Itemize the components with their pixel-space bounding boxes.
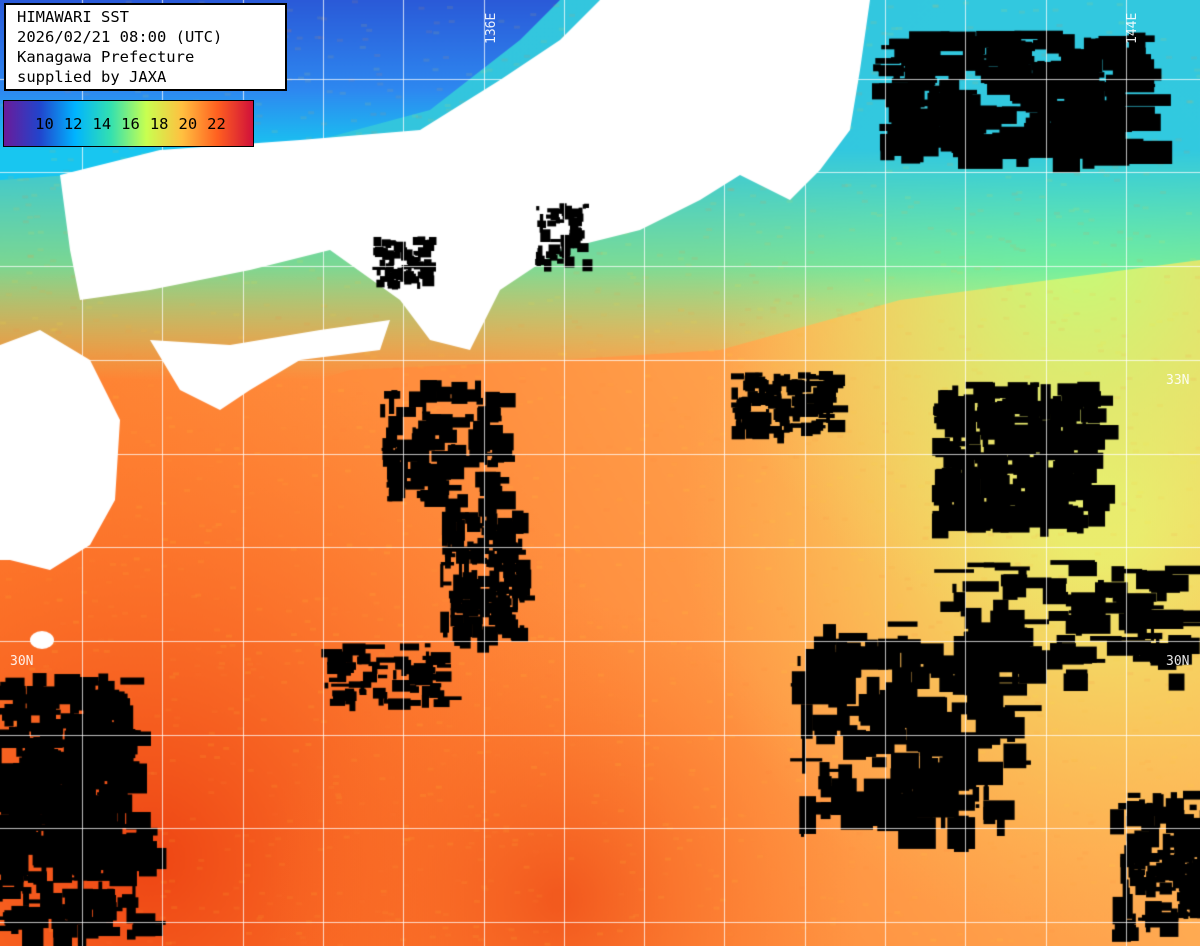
colorbar-label: 16 (121, 115, 140, 133)
supplier-text: supplied by JAXA (17, 67, 285, 87)
colorbar-label: 12 (64, 115, 83, 133)
temperature-colorbar: 10 12 14 16 18 20 22 (3, 100, 254, 147)
colorbar-label: 10 (35, 115, 54, 133)
lat-label-33-left: 33N (10, 373, 33, 388)
prefecture-text: Kanagawa Prefecture (17, 47, 285, 67)
colorbar-label: 18 (150, 115, 169, 133)
lon-label-136: 136E (484, 13, 499, 44)
lat-label-33-right: 33N (1166, 373, 1189, 388)
colorbar-label: 14 (92, 115, 111, 133)
colorbar-label: 22 (207, 115, 226, 133)
colorbar-label: 20 (179, 115, 198, 133)
title-text: HIMAWARI SST (17, 7, 285, 27)
lat-label-30-left: 30N (10, 654, 33, 669)
lat-label-30-right: 30N (1166, 654, 1189, 669)
datetime-text: 2026/02/21 08:00 (UTC) (17, 27, 285, 47)
info-box: HIMAWARI SST 2026/02/21 08:00 (UTC) Kana… (4, 3, 287, 91)
lon-label-144: 144E (1125, 13, 1140, 44)
